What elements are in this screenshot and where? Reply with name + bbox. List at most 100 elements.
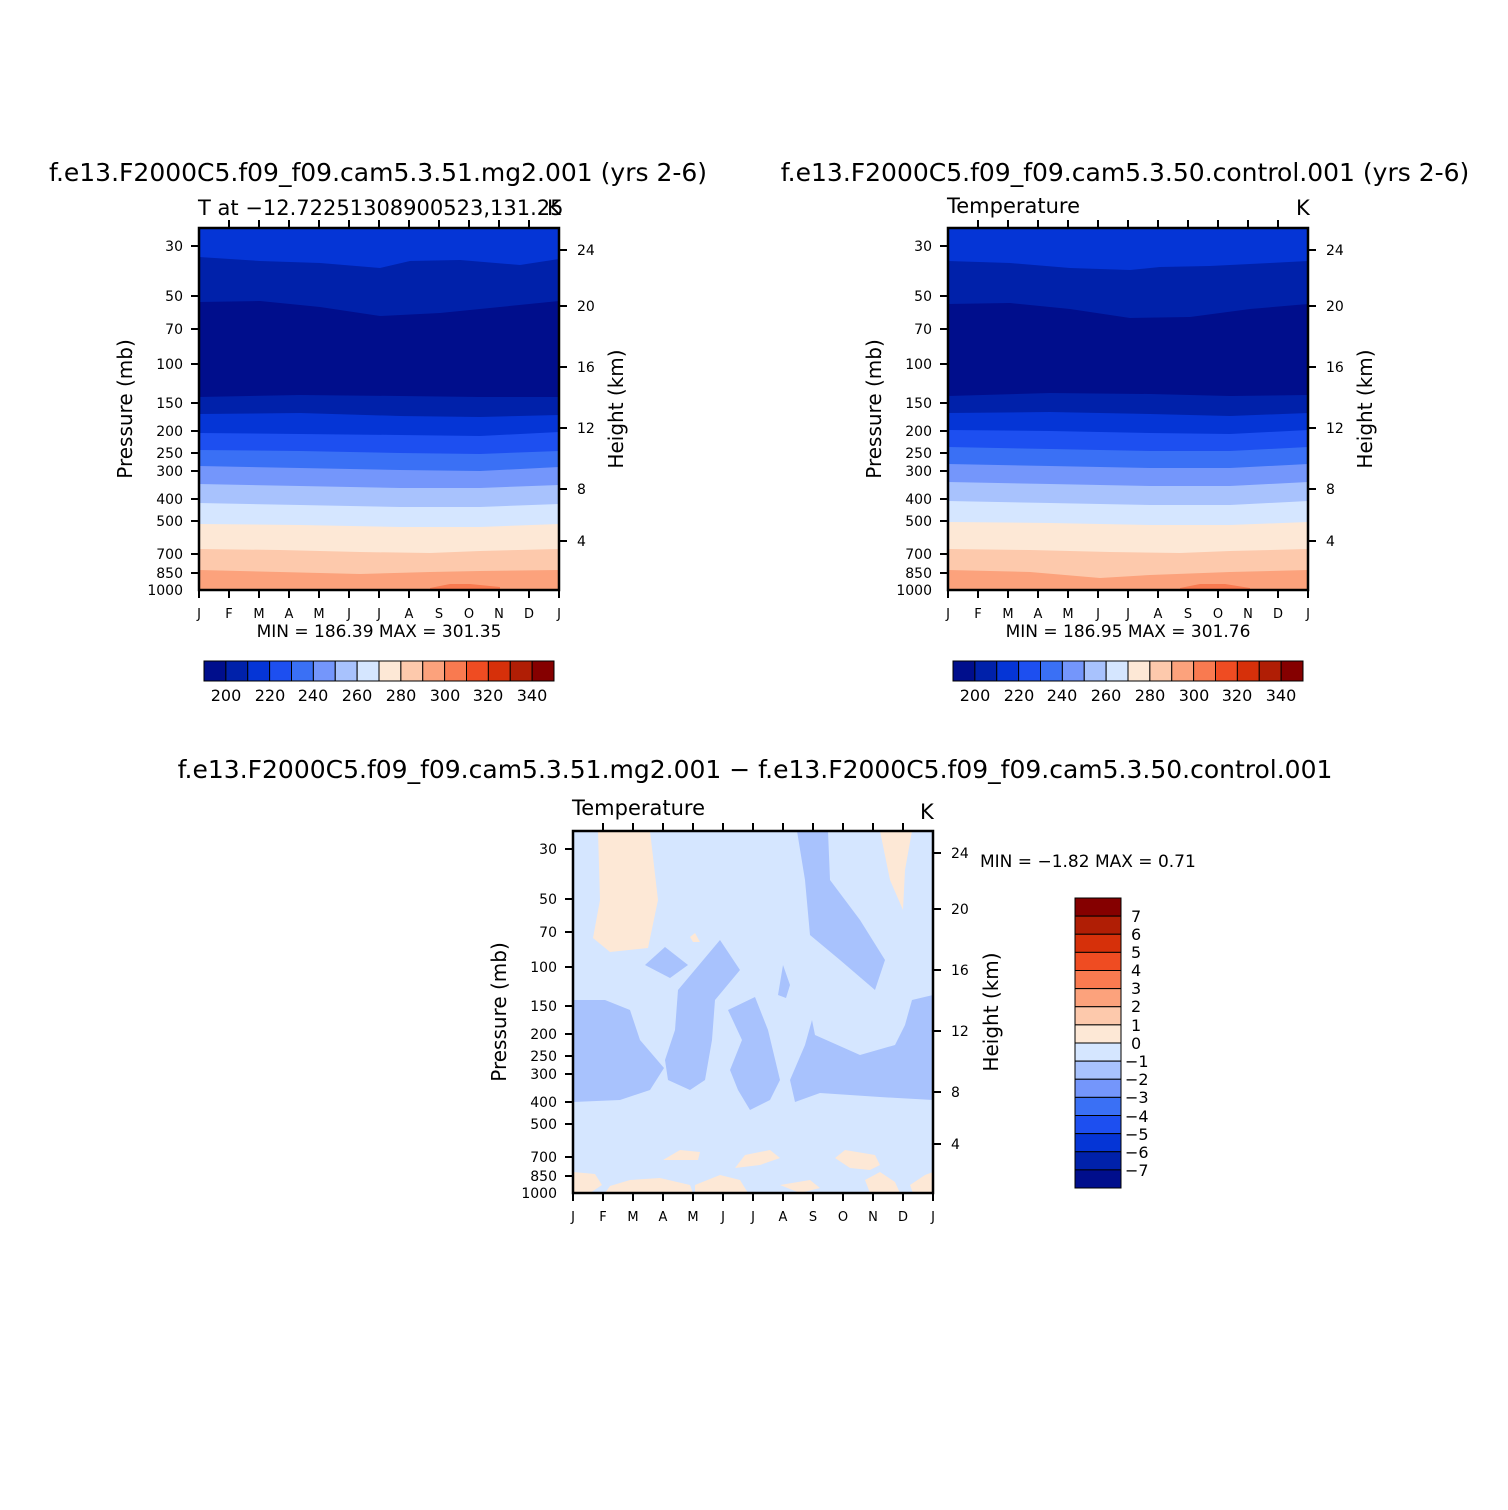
colorbar-swatch: [1193, 660, 1216, 682]
colorbar-swatch: [1074, 1151, 1122, 1171]
xtick-label: A: [285, 607, 294, 622]
colorbar-label: 240: [1047, 686, 1078, 705]
xtick-label: S: [435, 607, 443, 622]
panel-mg2-title: f.e13.F2000C5.f09_f09.cam5.3.51.mg2.001 …: [49, 158, 707, 187]
xtick-label: F: [974, 607, 981, 622]
xtick-label: M: [253, 607, 264, 622]
colorbar-label: 1: [1131, 1016, 1141, 1035]
ytick-label: 100: [905, 357, 932, 373]
colorbar-label: 220: [1004, 686, 1035, 705]
colorbar-label: −1: [1125, 1052, 1149, 1071]
colorbar-swatch: [1236, 660, 1260, 682]
band-pos-low-c: [835, 1150, 880, 1170]
colorbar-swatches: [1074, 897, 1122, 1189]
colorbar-label: 7: [1131, 907, 1141, 926]
panel-control-ylabel-right: Height (km): [1353, 349, 1377, 468]
band-pos-spot: [690, 933, 700, 942]
ytick-label: 150: [156, 396, 183, 412]
colorbar-swatch: [1040, 660, 1063, 682]
xtick-label: F: [225, 607, 232, 622]
panel-control-yticklabels: 30 50 70 100 150 200 250 300 400 500 700…: [896, 239, 932, 599]
xtick-label: M: [627, 1210, 638, 1225]
colorbar-swatches: [952, 660, 1304, 682]
colorbar-swatch: [531, 660, 555, 682]
colorbar-label: −7: [1125, 1161, 1149, 1180]
xtick-label: S: [809, 1210, 817, 1225]
band-pos-low-d: [573, 1172, 602, 1193]
panel-diff-yrightticklabels: 24 20 16 12 8 4: [951, 846, 969, 1153]
xtick-label: J: [376, 607, 381, 622]
colorbar-label: 2: [1131, 997, 1141, 1016]
panel-mg2-minmax: MIN = 186.39 MAX = 301.35: [257, 622, 502, 642]
colorbar-labels: 200 220 240 260 280 300 320 340: [960, 686, 1297, 705]
ytick-right-label: 16: [951, 963, 969, 979]
colorbar-label: 5: [1131, 943, 1141, 962]
colorbar-swatch: [1018, 660, 1041, 682]
band-neg1-upper: [797, 831, 885, 990]
panel-mg2-colorbar: 200 220 240 260 280 300 320 340: [203, 660, 555, 705]
ytick-label: 300: [156, 464, 183, 480]
band-neg1-f: [790, 995, 933, 1102]
xtick-label: J: [1125, 607, 1130, 622]
band-300: [1180, 584, 1250, 590]
ytick-label: 50: [539, 892, 557, 908]
panel-control-subtitle: Temperature: [946, 194, 1080, 218]
xtick-label: J: [196, 607, 201, 622]
band-neg1-e: [778, 965, 790, 998]
band-neg1-b: [573, 1000, 664, 1102]
colorbar-swatch: [247, 660, 271, 682]
band-neg1-d: [728, 997, 780, 1110]
xtick-label: J: [930, 1210, 935, 1225]
colorbar-label: 3: [1131, 979, 1141, 998]
ytick-label: 300: [905, 464, 932, 480]
ytick-label: 500: [905, 514, 932, 530]
ytick-right-label: 20: [951, 902, 969, 918]
panel-control: f.e13.F2000C5.f09_f09.cam5.3.50.control.…: [781, 158, 1470, 705]
xtick-label: J: [720, 1210, 725, 1225]
xtick-label: A: [779, 1210, 788, 1225]
ytick-label: 250: [905, 446, 932, 462]
ytick-right-label: 24: [577, 243, 595, 259]
xtick-label: F: [599, 1210, 606, 1225]
panel-control-xticklabels: J F M A M J J A S O N D J: [945, 607, 1310, 622]
ytick-right-label: 12: [1326, 421, 1344, 437]
colorbar-label: 0: [1131, 1034, 1141, 1053]
ytick-right-label: 16: [577, 360, 595, 376]
colorbar-swatch: [444, 660, 467, 682]
ytick-label: 1000: [896, 583, 932, 599]
xtick-label: A: [1034, 607, 1043, 622]
colorbar-swatch: [974, 660, 998, 682]
colorbar-swatch: [509, 660, 533, 682]
colorbar-label: 220: [255, 686, 286, 705]
panel-diff-title: f.e13.F2000C5.f09_f09.cam5.3.51.mg2.001 …: [178, 755, 1333, 784]
ytick-right-label: 4: [951, 1137, 960, 1153]
colorbar-swatch: [1061, 660, 1085, 682]
panel-mg2-ylabel: Pressure (mb): [113, 339, 137, 479]
xtick-label: M: [1002, 607, 1013, 622]
panel-diff-colorbar: 7 6 5 4 3 2 1 0 −1 −2 −3 −4 −5 −6 −7: [1074, 897, 1149, 1189]
colorbar-swatch: [334, 660, 358, 682]
panel-diff-ylabel: Pressure (mb): [487, 942, 511, 1082]
colorbar-label: 240: [298, 686, 329, 705]
colorbar-swatch: [378, 660, 402, 682]
colorbar-label: 260: [342, 686, 373, 705]
panel-mg2-ylabel-right: Height (km): [604, 349, 628, 468]
xtick-label: A: [405, 607, 414, 622]
ytick-label: 30: [539, 842, 557, 858]
ytick-label: 400: [905, 492, 932, 508]
xtick-label: S: [1184, 607, 1192, 622]
ytick-right-label: 16: [1326, 360, 1344, 376]
ytick-label: 200: [905, 424, 932, 440]
band-pos-upper-right: [880, 831, 912, 910]
panel-diff-yticklabels: 30 50 70 100 150 200 250 300 400 500 700…: [521, 842, 557, 1202]
colorbar-swatch: [1074, 1078, 1122, 1098]
colorbar-label: 6: [1131, 925, 1141, 944]
ytick-right-label: 24: [1326, 243, 1344, 259]
band-pos-low-a: [663, 1150, 700, 1160]
colorbar-swatch: [1074, 1169, 1122, 1189]
ytick-right-label: 12: [577, 421, 595, 437]
ytick-right-label: 8: [951, 1085, 960, 1101]
xtick-label: J: [750, 1210, 755, 1225]
ytick-label: 1000: [521, 1186, 557, 1202]
colorbar-label: 300: [430, 686, 461, 705]
